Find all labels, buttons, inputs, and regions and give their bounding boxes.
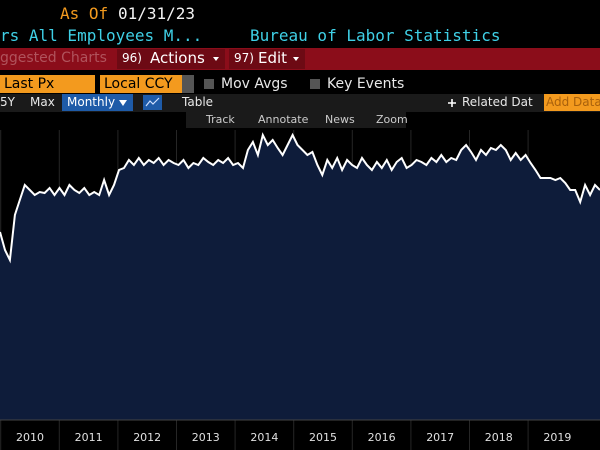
x-tick-label: 2017 xyxy=(426,431,454,444)
area-fill xyxy=(0,135,600,420)
add-data-label: Add Data xyxy=(546,95,600,109)
mov-avgs-checkbox[interactable] xyxy=(204,79,214,89)
field-select[interactable] xyxy=(0,75,95,93)
x-tick-label: 2011 xyxy=(75,431,103,444)
range-5y[interactable]: 5Y xyxy=(0,95,15,109)
chart-icon[interactable] xyxy=(143,95,162,110)
field-label: Last Px xyxy=(4,76,55,92)
x-tick-label: 2012 xyxy=(133,431,161,444)
tools-bar xyxy=(186,112,406,128)
x-tick-label: 2010 xyxy=(16,431,44,444)
x-tick-label: 2019 xyxy=(543,431,571,444)
source: Bureau of Labor Statistics xyxy=(250,26,501,45)
actions-label: Actions xyxy=(150,49,205,67)
table-button[interactable]: Table xyxy=(182,95,214,109)
add-data-button[interactable] xyxy=(544,94,600,111)
currency-label: Local CCY xyxy=(104,76,173,92)
mov-avgs-label: Mov Avgs xyxy=(221,76,288,92)
key-events-label: Key Events xyxy=(327,76,405,92)
zoom-tool[interactable]: Zoom xyxy=(376,113,408,126)
x-tick-label: 2018 xyxy=(485,431,513,444)
x-tick-label: 2013 xyxy=(192,431,220,444)
range-max[interactable]: Max xyxy=(30,95,55,109)
edit-button[interactable] xyxy=(229,49,305,69)
edit-label: Edit xyxy=(258,49,288,67)
actions-code: 96) xyxy=(122,51,142,65)
track-tool[interactable]: Track xyxy=(206,113,235,126)
period-label: Monthly xyxy=(67,95,116,109)
actions-button[interactable] xyxy=(117,49,225,69)
currency-select[interactable] xyxy=(100,75,182,93)
as-of-date: 01/31/23 xyxy=(118,4,196,23)
menu-arrows xyxy=(213,57,299,61)
period-select[interactable] xyxy=(62,94,133,111)
edit-code: 97) xyxy=(234,51,254,65)
suggested-charts[interactable]: ggested Charts xyxy=(0,50,107,66)
news-tool[interactable]: News xyxy=(325,113,355,126)
x-tick-label: 2016 xyxy=(368,431,396,444)
as-of-label: As Of xyxy=(60,4,109,23)
series-line xyxy=(0,132,600,264)
related-data[interactable]: Related Dat xyxy=(462,95,533,109)
key-events-checkbox[interactable] xyxy=(310,79,320,89)
x-tick-label: 2015 xyxy=(309,431,337,444)
toolbar-icons xyxy=(119,97,456,107)
currency-dropdown[interactable] xyxy=(182,75,194,93)
annotate-tool[interactable]: Annotate xyxy=(258,113,309,126)
security-name: rs All Employees M... xyxy=(0,26,203,45)
x-tick-label: 2014 xyxy=(250,431,278,444)
